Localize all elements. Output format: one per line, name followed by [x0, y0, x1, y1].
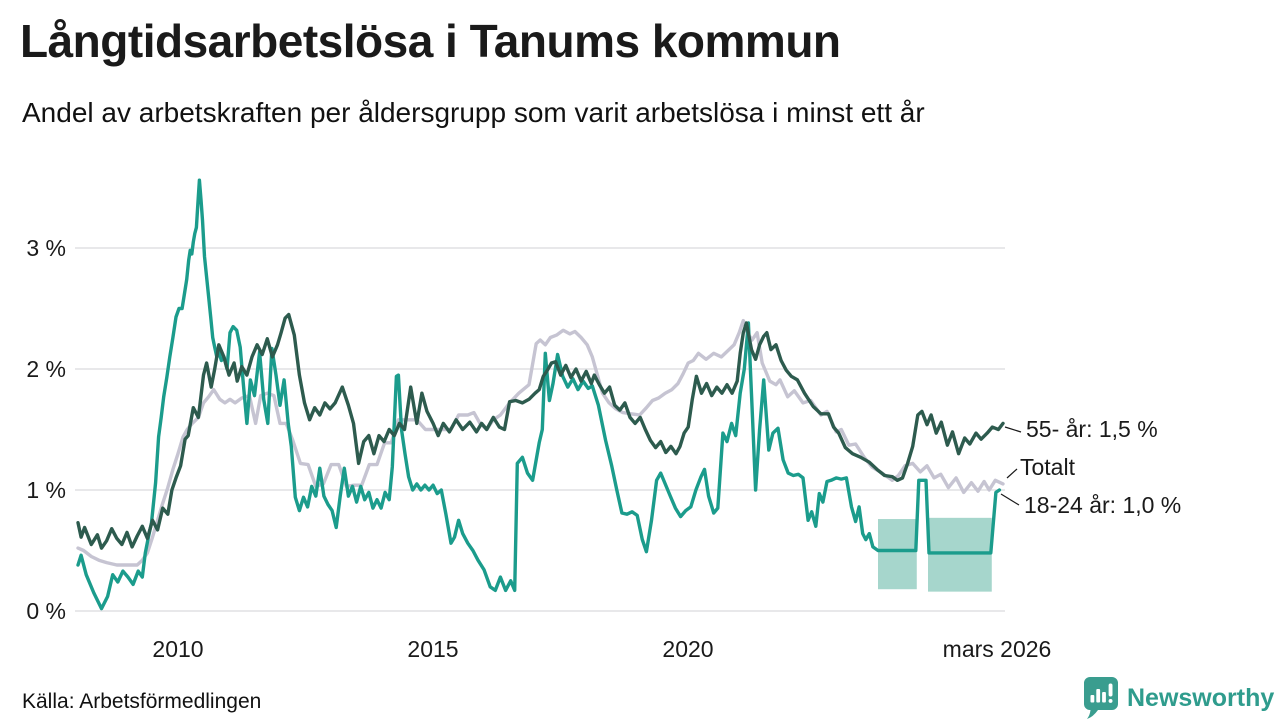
series-end-labels: 55- år: 1,5 % Totalt 18-24 år: 1,0 %	[1000, 416, 1181, 518]
newsworthy-branding: Newsworthy	[1083, 676, 1274, 720]
page-title: Långtidsarbetslösa i Tanums kommun	[20, 15, 841, 67]
leader-line-totalt	[1006, 468, 1018, 479]
leader-line-55	[1004, 426, 1022, 433]
gridlines	[75, 247, 1005, 612]
confidence-bands	[878, 517, 992, 592]
brand-name: Newsworthy	[1127, 683, 1275, 712]
x-tick-2010: 2010	[152, 636, 203, 662]
y-tick-0: 0 %	[26, 598, 66, 624]
leader-line-18-24	[1000, 493, 1020, 506]
series-line-18-24-r	[76, 178, 1002, 611]
x-tick-2015: 2015	[407, 636, 458, 662]
source-note: Källa: Arbetsförmedlingen	[22, 690, 262, 713]
x-tick-mars-2026: mars 2026	[943, 636, 1052, 662]
y-tick-2: 2 %	[26, 356, 66, 382]
end-label-totalt: Totalt	[1020, 454, 1076, 480]
chart-subtitle: Andel av arbetskraften per åldersgrupp s…	[22, 97, 925, 128]
confidence-band-0	[878, 519, 917, 590]
end-label-55: 55- år: 1,5 %	[1026, 416, 1158, 442]
confidence-band-1	[928, 517, 992, 592]
series-line-55-r	[76, 312, 1005, 550]
y-axis-labels: 0 % 1 % 2 % 3 %	[26, 235, 66, 624]
x-axis-labels: 2010 2015 2020 mars 2026	[152, 636, 1051, 662]
x-tick-2020: 2020	[662, 636, 713, 662]
speech-bubble-bar-chart-icon	[1084, 677, 1118, 719]
end-label-18-24: 18-24 år: 1,0 %	[1024, 492, 1181, 518]
y-tick-1: 1 %	[26, 477, 66, 503]
series-lines	[76, 178, 1005, 611]
y-tick-3: 3 %	[26, 235, 66, 261]
